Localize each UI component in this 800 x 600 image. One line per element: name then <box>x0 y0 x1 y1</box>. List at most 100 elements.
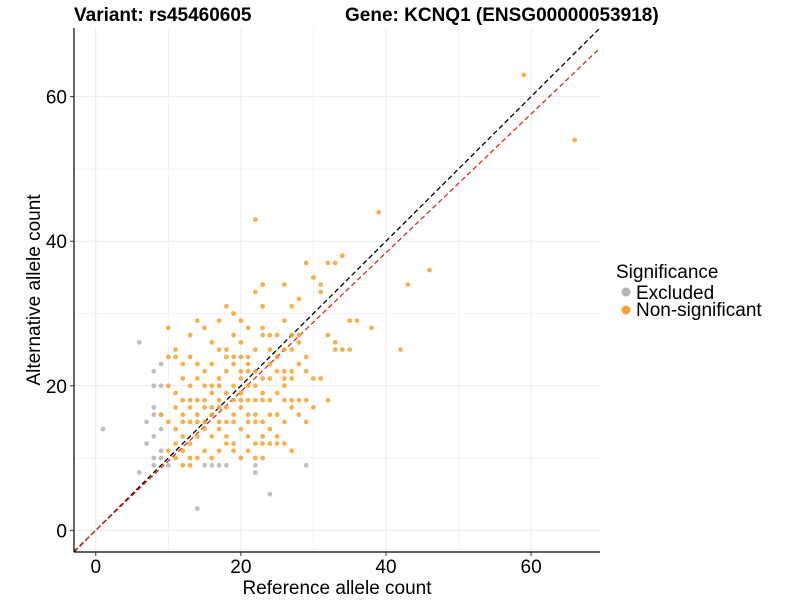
point-non-significant <box>165 383 171 389</box>
point-non-significant <box>267 347 273 352</box>
point-non-significant <box>376 209 382 215</box>
point-non-significant <box>173 441 179 446</box>
point-non-significant <box>194 419 200 425</box>
point-non-significant <box>194 376 200 381</box>
point-non-significant <box>521 72 527 78</box>
point-excluded <box>253 462 258 468</box>
point-non-significant <box>253 347 258 352</box>
point-non-significant <box>369 325 374 331</box>
axes <box>73 28 600 553</box>
point-non-significant <box>245 383 251 389</box>
point-non-significant <box>202 426 208 432</box>
point-non-significant <box>216 448 222 454</box>
point-non-significant <box>245 419 251 425</box>
point-non-significant <box>282 318 287 324</box>
point-non-significant <box>194 361 200 367</box>
point-non-significant <box>224 354 229 360</box>
point-non-significant <box>245 448 251 454</box>
point-non-significant <box>245 325 251 331</box>
point-non-significant <box>311 405 316 410</box>
point-non-significant <box>165 325 171 331</box>
point-non-significant <box>332 347 338 352</box>
point-non-significant <box>274 434 280 439</box>
point-non-significant <box>173 405 179 410</box>
point-non-significant <box>253 368 258 374</box>
point-excluded <box>136 470 142 475</box>
point-non-significant <box>202 405 208 410</box>
point-non-significant <box>303 260 309 266</box>
point-non-significant <box>354 318 360 324</box>
point-non-significant <box>427 267 432 273</box>
point-non-significant <box>311 275 316 280</box>
point-non-significant <box>267 426 273 432</box>
point-excluded <box>267 491 273 497</box>
point-non-significant <box>224 303 229 309</box>
point-non-significant <box>187 419 193 425</box>
point-non-significant <box>173 455 179 461</box>
point-non-significant <box>158 412 164 418</box>
point-non-significant <box>173 354 179 360</box>
point-non-significant <box>216 383 222 389</box>
point-non-significant <box>202 448 208 454</box>
point-non-significant <box>296 361 302 367</box>
point-non-significant <box>282 347 287 352</box>
point-non-significant <box>253 412 258 418</box>
point-non-significant <box>260 282 265 287</box>
point-non-significant <box>303 354 309 360</box>
chart-title-right: Gene: KCNQ1 (ENSG00000053918) <box>345 5 659 26</box>
point-non-significant <box>231 419 237 425</box>
point-non-significant <box>296 332 302 338</box>
x-tick-label: 40 <box>375 557 396 578</box>
point-non-significant <box>245 368 251 374</box>
point-non-significant <box>318 376 324 381</box>
point-non-significant <box>194 412 200 418</box>
y-tick-label: 0 <box>56 521 67 542</box>
point-non-significant <box>282 368 287 374</box>
point-non-significant <box>253 455 258 461</box>
point-excluded <box>158 426 164 432</box>
point-non-significant <box>296 412 302 418</box>
point-non-significant <box>260 390 265 396</box>
point-non-significant <box>267 397 273 403</box>
point-non-significant <box>216 376 222 381</box>
point-non-significant <box>224 390 229 396</box>
point-non-significant <box>180 448 186 454</box>
point-non-significant <box>325 332 331 338</box>
point-excluded <box>136 340 142 345</box>
point-non-significant <box>231 311 237 316</box>
point-excluded <box>253 470 258 475</box>
point-non-significant <box>253 217 258 222</box>
point-excluded <box>100 426 106 432</box>
point-non-significant <box>282 376 287 381</box>
point-non-significant <box>267 361 273 367</box>
point-excluded <box>224 462 229 468</box>
point-non-significant <box>245 434 251 439</box>
point-non-significant <box>260 434 265 439</box>
point-excluded <box>209 462 215 468</box>
point-non-significant <box>209 340 215 345</box>
point-excluded <box>151 412 157 418</box>
point-non-significant <box>282 441 287 446</box>
point-non-significant <box>165 419 171 425</box>
point-non-significant <box>231 361 237 367</box>
point-excluded <box>151 455 157 461</box>
point-non-significant <box>274 354 280 360</box>
point-non-significant <box>238 397 244 403</box>
y-tick-label: 40 <box>46 232 67 253</box>
point-non-significant <box>187 354 193 360</box>
point-non-significant <box>340 253 345 259</box>
y-tick-label: 60 <box>46 88 67 109</box>
point-non-significant <box>245 397 251 403</box>
point-excluded <box>194 506 200 511</box>
point-excluded <box>151 368 157 374</box>
point-non-significant <box>238 405 244 410</box>
point-non-significant <box>180 397 186 403</box>
point-non-significant <box>238 390 244 396</box>
legend-title: Significance <box>616 262 718 283</box>
point-non-significant <box>245 412 251 418</box>
point-non-significant <box>282 419 287 425</box>
point-non-significant <box>260 332 265 338</box>
point-non-significant <box>274 441 280 446</box>
reference-lines <box>73 27 601 553</box>
